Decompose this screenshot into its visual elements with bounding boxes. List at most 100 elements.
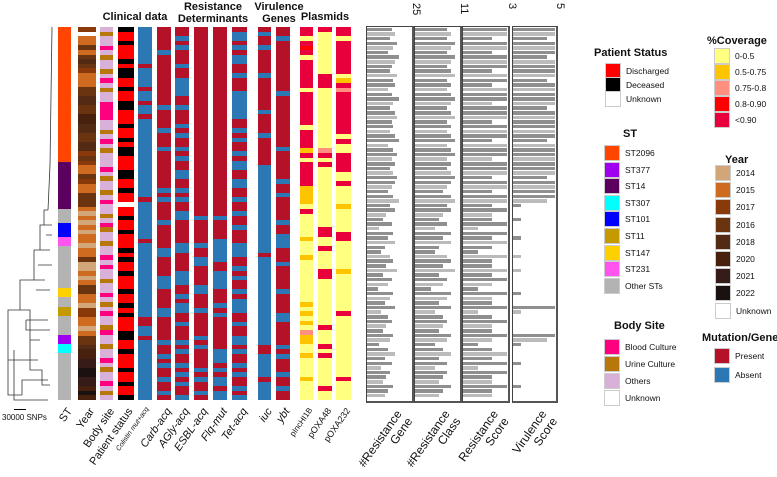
heatmap-cell	[318, 148, 332, 154]
heatmap-cell	[58, 302, 71, 308]
heatmap-cell	[300, 339, 313, 345]
heatmap-cell	[276, 257, 290, 263]
bar	[463, 380, 493, 384]
bar	[415, 310, 435, 314]
heatmap-cell	[300, 320, 313, 326]
heatmap-cell	[118, 340, 134, 346]
bar	[463, 115, 507, 120]
heatmap-cell	[118, 68, 134, 74]
bar	[513, 361, 522, 365]
heatmap-cell	[175, 201, 189, 207]
heatmap-cell	[258, 155, 271, 161]
bar	[367, 64, 392, 69]
heatmap-cell	[157, 59, 171, 65]
bar	[463, 152, 507, 157]
heatmap-cell	[58, 325, 71, 331]
heatmap-cell	[258, 151, 271, 157]
heatmap-cell	[100, 386, 113, 392]
heatmap-cell	[58, 386, 71, 392]
heatmap-cell	[318, 264, 332, 270]
heatmap-cell	[58, 395, 71, 401]
heatmap-cell	[258, 68, 271, 74]
heatmap-cell	[58, 138, 71, 144]
heatmap-cell	[336, 274, 351, 280]
heatmap-cell	[232, 358, 247, 364]
bar	[367, 138, 399, 143]
heatmap-cell	[336, 180, 351, 186]
heatmap-cell	[194, 243, 208, 249]
heatmap-cell	[318, 297, 332, 303]
heatmap-cell	[138, 96, 152, 102]
bar-panel-label: Virulence Score	[509, 407, 561, 457]
heatmap-cell	[232, 188, 247, 194]
heatmap-cell	[318, 353, 332, 359]
heatmap-cell	[157, 169, 171, 175]
heatmap-cell	[58, 40, 71, 47]
bar	[415, 389, 443, 393]
bar	[463, 278, 507, 282]
heatmap-cell	[276, 243, 290, 249]
heatmap-cell	[100, 353, 113, 359]
bar	[463, 111, 507, 115]
heatmap-cell	[213, 243, 227, 249]
legend-item-cov: 0-0.5	[714, 48, 754, 64]
heatmap-cell	[213, 367, 227, 373]
column-status	[118, 27, 134, 401]
heatmap-cell	[58, 222, 71, 228]
heatmap-cell	[138, 298, 152, 304]
legend-swatch	[714, 80, 730, 96]
heatmap-cell	[157, 192, 171, 198]
heatmap-cell	[258, 160, 271, 166]
bar	[415, 176, 455, 180]
heatmap-cell	[318, 78, 332, 84]
heatmap-cell	[78, 178, 96, 184]
bar	[415, 384, 451, 389]
heatmap-cell	[58, 292, 71, 298]
bar	[415, 305, 451, 310]
heatmap-cell	[78, 114, 96, 120]
heatmap-cell	[157, 326, 171, 332]
heatmap-cell	[175, 50, 189, 56]
heatmap-cell	[276, 40, 290, 46]
heatmap-cell	[276, 132, 290, 138]
heatmap-cell	[194, 266, 208, 272]
heatmap-cell	[58, 218, 71, 224]
heatmap-cell	[318, 311, 332, 317]
bar	[463, 342, 478, 347]
bar	[415, 55, 455, 59]
heatmap-cell	[194, 119, 208, 125]
heatmap-cell	[300, 68, 313, 75]
heatmap-cell	[318, 185, 332, 191]
heatmap-cell	[336, 334, 351, 340]
heatmap-cell	[175, 211, 189, 217]
heatmap-cell	[100, 302, 113, 308]
heatmap-cell	[100, 120, 113, 126]
bar	[513, 46, 555, 50]
heatmap-cell	[175, 137, 189, 143]
heatmap-cell	[213, 155, 227, 161]
heatmap-cell	[78, 109, 96, 115]
heatmap-cell	[300, 45, 313, 51]
heatmap-cell	[78, 252, 96, 258]
legend-item-st: ST11	[604, 228, 645, 244]
heatmap-cell	[276, 155, 290, 161]
heatmap-cell	[300, 260, 313, 266]
heatmap-cell	[58, 353, 71, 359]
legend-label: 0.5-0.75	[735, 67, 767, 77]
heatmap-cell	[157, 367, 171, 373]
heatmap-cell	[100, 288, 113, 294]
legend-label: Blood Culture	[625, 342, 677, 352]
heatmap-cell	[175, 31, 189, 37]
legend-label: 0.75-0.8	[735, 83, 767, 93]
heatmap-cell	[138, 151, 152, 157]
heatmap-cell	[118, 50, 134, 56]
bar	[513, 171, 555, 175]
heatmap-cell	[336, 232, 351, 238]
heatmap-cell	[175, 73, 189, 79]
heatmap-cell	[232, 367, 247, 373]
bar	[367, 291, 394, 296]
heatmap-cell	[175, 165, 189, 171]
heatmap-cell	[118, 289, 134, 295]
legend-item-cov: 0.75-0.8	[714, 80, 766, 96]
heatmap-cell	[336, 362, 351, 368]
